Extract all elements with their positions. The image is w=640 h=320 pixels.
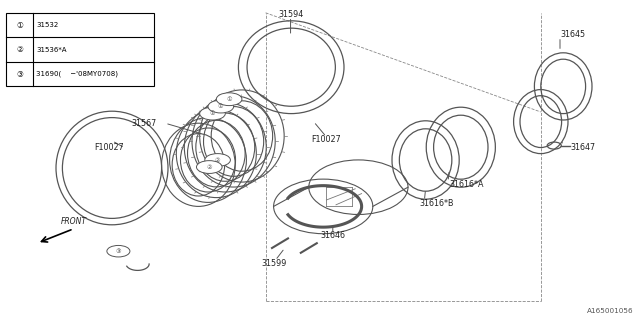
Text: ②: ② bbox=[17, 45, 23, 54]
Circle shape bbox=[107, 245, 130, 257]
Bar bbox=[6, 13, 154, 86]
Text: F10027: F10027 bbox=[95, 143, 124, 152]
Text: ①: ① bbox=[17, 20, 23, 29]
Text: A165001056: A165001056 bbox=[587, 308, 634, 314]
Circle shape bbox=[205, 154, 230, 166]
Text: ②: ② bbox=[215, 157, 220, 163]
Text: F10027: F10027 bbox=[312, 135, 341, 144]
Text: 31599: 31599 bbox=[261, 259, 287, 268]
Text: ①: ① bbox=[218, 104, 223, 109]
Text: 31647: 31647 bbox=[571, 143, 596, 152]
Text: 31536*A: 31536*A bbox=[36, 47, 67, 52]
Circle shape bbox=[208, 100, 234, 113]
Circle shape bbox=[196, 161, 222, 173]
Text: 31645: 31645 bbox=[560, 30, 585, 39]
Text: 31567: 31567 bbox=[132, 119, 157, 128]
Text: FRONT: FRONT bbox=[61, 217, 86, 226]
Text: 31594: 31594 bbox=[278, 10, 303, 19]
Text: 31690(    −'08MY0708): 31690( −'08MY0708) bbox=[36, 71, 118, 77]
Text: 31616*B: 31616*B bbox=[419, 199, 454, 208]
Text: 31646: 31646 bbox=[320, 231, 346, 240]
Circle shape bbox=[216, 93, 242, 106]
Text: ②: ② bbox=[207, 164, 212, 170]
Text: ③: ③ bbox=[116, 249, 121, 254]
Text: ①: ① bbox=[227, 97, 232, 102]
Text: 31532: 31532 bbox=[36, 22, 59, 28]
Text: 31616*A: 31616*A bbox=[450, 180, 484, 188]
Text: ①: ① bbox=[210, 111, 215, 116]
Text: ③: ③ bbox=[17, 70, 23, 79]
Circle shape bbox=[200, 107, 225, 120]
